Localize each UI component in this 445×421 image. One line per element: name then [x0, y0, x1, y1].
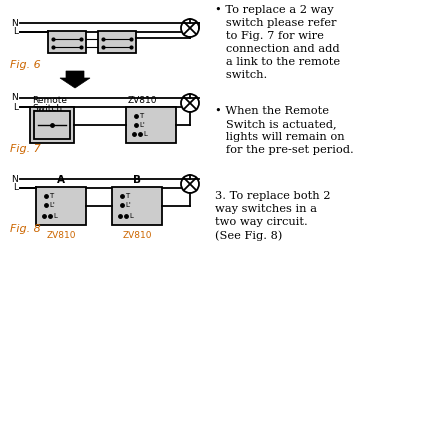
Text: N: N [11, 174, 18, 184]
Text: (See Fig. 8): (See Fig. 8) [215, 230, 283, 240]
Text: L: L [13, 27, 18, 37]
Bar [36, 187, 86, 225]
Text: T: T [139, 113, 143, 119]
Text: • To replace a 2 way: • To replace a 2 way [215, 5, 334, 15]
Bar [30, 107, 74, 143]
Polygon shape [60, 71, 90, 88]
Text: L: L [143, 131, 147, 137]
Text: connection and add: connection and add [215, 44, 340, 54]
Text: L: L [129, 213, 133, 219]
Text: Fig. 8: Fig. 8 [10, 224, 41, 234]
Text: switch.: switch. [215, 70, 267, 80]
Bar [112, 187, 162, 225]
Text: L: L [13, 102, 18, 112]
Text: L': L' [139, 122, 145, 128]
Text: a link to the remote: a link to the remote [215, 57, 340, 67]
Text: way switches in a: way switches in a [215, 204, 317, 214]
Text: Switch: Switch [32, 104, 62, 113]
Text: for the pre-set period.: for the pre-set period. [215, 145, 354, 155]
Text: L': L' [125, 202, 131, 208]
Text: • When the Remote: • When the Remote [215, 106, 329, 116]
Text: Remote: Remote [32, 96, 67, 105]
Text: switch please refer: switch please refer [215, 18, 336, 28]
Text: ZV810: ZV810 [46, 231, 76, 240]
Text: N: N [11, 19, 18, 27]
Text: Fig. 7: Fig. 7 [10, 144, 41, 154]
Text: two way circuit.: two way circuit. [215, 217, 308, 227]
Bar [98, 31, 136, 53]
Text: ZV810: ZV810 [122, 231, 152, 240]
Text: L: L [53, 213, 57, 219]
Bar [126, 107, 176, 143]
Text: lights will remain on: lights will remain on [215, 132, 344, 142]
Text: Fig. 6: Fig. 6 [10, 60, 41, 70]
Text: Switch is actuated,: Switch is actuated, [215, 119, 336, 129]
Bar [34, 111, 70, 139]
Text: to Fig. 7 for wire: to Fig. 7 for wire [215, 31, 324, 41]
Text: N: N [11, 93, 18, 102]
Text: 3. To replace both 2: 3. To replace both 2 [215, 191, 331, 201]
Text: L: L [13, 184, 18, 192]
Text: ZV810: ZV810 [128, 96, 158, 105]
Text: B: B [133, 175, 141, 185]
Text: T: T [49, 193, 53, 199]
Text: A: A [57, 175, 65, 185]
Text: T: T [125, 193, 129, 199]
Text: L': L' [49, 202, 55, 208]
Bar [48, 31, 86, 53]
